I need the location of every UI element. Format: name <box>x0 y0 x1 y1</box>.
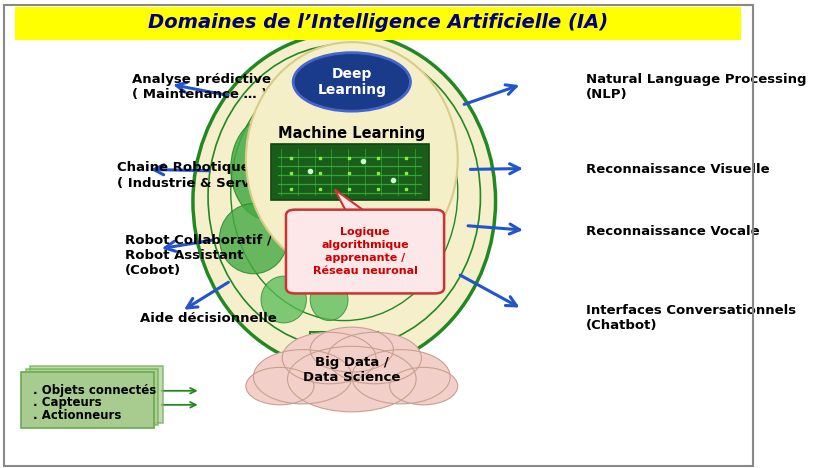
Ellipse shape <box>261 276 306 323</box>
FancyBboxPatch shape <box>15 7 741 40</box>
Ellipse shape <box>246 367 314 405</box>
Text: Robot Collaboratif /
Robot Assistant
(Cobot): Robot Collaboratif / Robot Assistant (Co… <box>125 234 272 277</box>
Text: Aide décisionnelle: Aide décisionnelle <box>140 312 277 325</box>
Ellipse shape <box>230 117 306 220</box>
Ellipse shape <box>193 33 496 370</box>
Ellipse shape <box>352 350 450 404</box>
Text: Reconnaissance Visuelle: Reconnaissance Visuelle <box>587 163 770 176</box>
FancyBboxPatch shape <box>271 144 429 200</box>
Text: Big Data /
Data Science: Big Data / Data Science <box>303 356 400 384</box>
Ellipse shape <box>328 332 422 384</box>
Ellipse shape <box>367 234 413 290</box>
Polygon shape <box>334 190 367 215</box>
Text: Analyse prédictive
( Maintenance … ): Analyse prédictive ( Maintenance … ) <box>132 73 271 101</box>
Text: Natural Language Processing
(NLP): Natural Language Processing (NLP) <box>587 73 807 101</box>
Text: . Capteurs: . Capteurs <box>32 396 102 410</box>
Ellipse shape <box>389 367 458 405</box>
Text: Machine Learning: Machine Learning <box>278 126 425 141</box>
Text: Interfaces Conversationnels
(Chatbot): Interfaces Conversationnels (Chatbot) <box>587 304 796 332</box>
Text: Logique
algorithmique
apprenante /
Réseau neuronal: Logique algorithmique apprenante / Résea… <box>313 227 418 276</box>
Ellipse shape <box>246 42 458 276</box>
FancyBboxPatch shape <box>30 366 163 423</box>
Ellipse shape <box>293 52 410 111</box>
Text: Deep
Learning: Deep Learning <box>317 67 386 97</box>
FancyBboxPatch shape <box>26 369 158 425</box>
Ellipse shape <box>220 204 288 274</box>
FancyBboxPatch shape <box>21 372 154 428</box>
Text: . Objets connectés: . Objets connectés <box>32 384 156 396</box>
Ellipse shape <box>310 327 394 372</box>
Ellipse shape <box>254 350 352 404</box>
Text: Domaines de l’Intelligence Artificielle (IA): Domaines de l’Intelligence Artificielle … <box>148 13 608 32</box>
Text: Reconnaissance Vocale: Reconnaissance Vocale <box>587 225 760 238</box>
FancyBboxPatch shape <box>310 332 379 402</box>
FancyBboxPatch shape <box>286 210 444 293</box>
Text: Chaine Robotique
( Industrie & Services ): Chaine Robotique ( Industrie & Services … <box>117 161 290 190</box>
Ellipse shape <box>288 346 416 412</box>
Ellipse shape <box>310 278 348 321</box>
Ellipse shape <box>282 332 376 384</box>
Text: . Actionneurs: . Actionneurs <box>32 410 121 422</box>
